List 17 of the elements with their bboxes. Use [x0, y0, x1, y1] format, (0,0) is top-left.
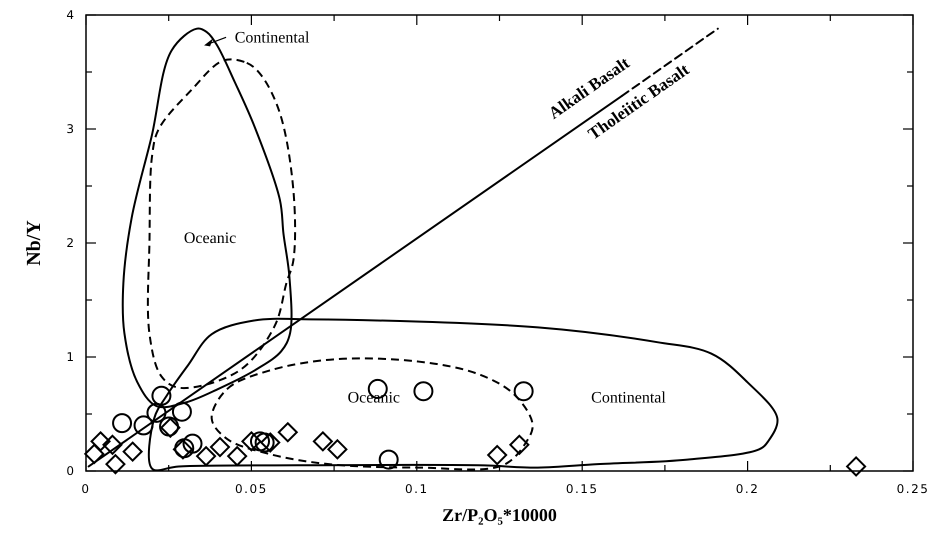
y-tick-label: 0 — [66, 464, 74, 478]
y-tick-label: 3 — [66, 122, 74, 136]
y-tick-label: 2 — [66, 236, 74, 250]
y-tick-label: 1 — [66, 350, 74, 364]
x-tick-label: 0.15 — [566, 482, 599, 496]
x-axis-title: Zr/P₂O₅*10000 — [442, 505, 557, 525]
x-tick-label: 0.05 — [235, 482, 268, 496]
x-tick-label: 0.2 — [736, 482, 760, 496]
annotation: Continental — [591, 390, 666, 407]
y-axis-title: Nb/Y — [23, 220, 45, 266]
x-tick-label: 0 — [81, 482, 91, 496]
x-tick-label: 0.25 — [896, 482, 930, 496]
annotation: Continental — [234, 29, 310, 46]
annotation: Oceanic — [184, 230, 236, 247]
annotation: Oceanic — [348, 390, 400, 407]
y-tick-label: 4 — [66, 8, 74, 22]
x-tick-label: 0.1 — [405, 482, 429, 496]
